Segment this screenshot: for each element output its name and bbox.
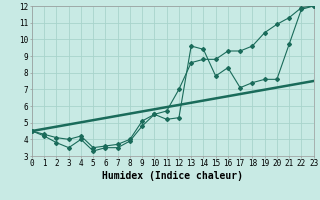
X-axis label: Humidex (Indice chaleur): Humidex (Indice chaleur) <box>102 171 243 181</box>
